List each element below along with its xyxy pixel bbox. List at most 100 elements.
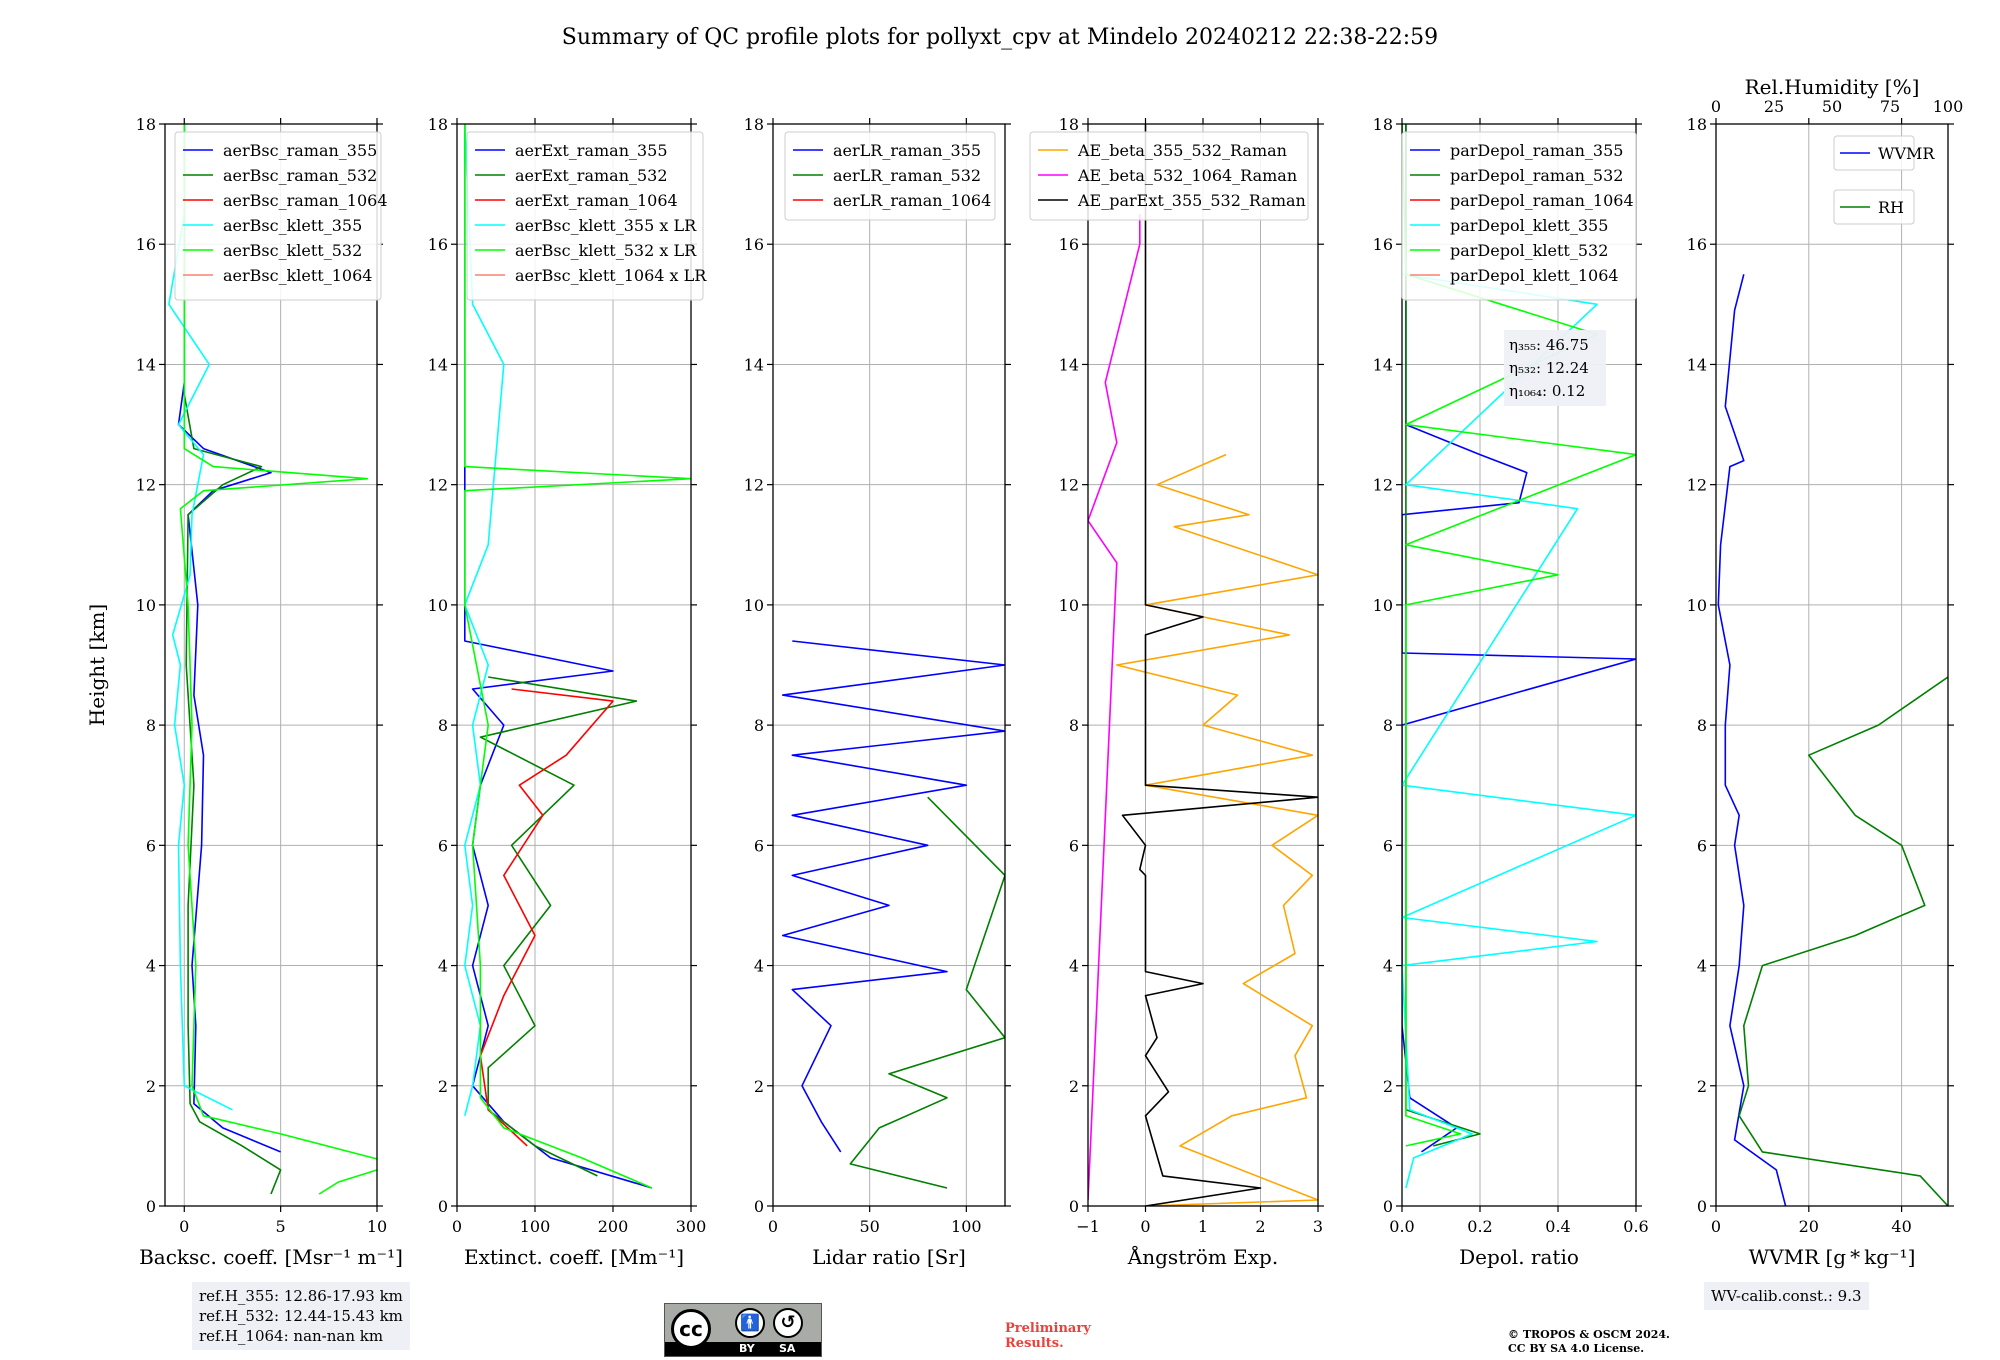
legend-label-aerBsc_raman_532: aerBsc_raman_532 xyxy=(223,166,377,185)
legend: aerExt_raman_355 aerExt_raman_532 aerExt_r… xyxy=(466,131,707,301)
y-tick-label: 16 xyxy=(744,235,764,254)
y-tick-label: 16 xyxy=(1687,235,1707,254)
panel-depol: 0 2 4 6 8 10 12 14 16 18 0.0 0.2 0.4 0.6 Depol. ratio p… xyxy=(1373,115,1649,1269)
x-axis-label: Lidar ratio [Sr] xyxy=(812,1245,966,1269)
preliminary-line-1: Preliminary xyxy=(1005,1321,1091,1336)
y-tick-label: 12 xyxy=(428,476,448,495)
legend-label-aerBsc_raman_355: aerBsc_raman_355 xyxy=(223,141,377,160)
legend-frame xyxy=(1833,189,1915,225)
series-line-aerLR_raman_532 xyxy=(849,796,1005,1189)
x-tick-label: 1 xyxy=(1198,1217,1208,1236)
legend-label-parDepol_klett_1064: parDepol_klett_1064 xyxy=(1450,266,1619,285)
x-tick-label: 0 xyxy=(1140,1217,1150,1236)
top-x-axis-label: Rel.Humidity [%] xyxy=(1745,75,1920,99)
series-line-WVMR xyxy=(1717,274,1787,1206)
top-x-tick-label: 100 xyxy=(1933,97,1964,116)
series-line-aerExt_raman_532 xyxy=(479,676,638,1177)
x-tick-label: 50 xyxy=(859,1217,879,1236)
y-tick-label: 16 xyxy=(428,235,448,254)
legend-label-AE_beta_355_532_Raman: AE_beta_355_532_Raman xyxy=(1077,141,1287,160)
y-tick-label: 8 xyxy=(1383,716,1393,735)
legend-label-aerExt_raman_1064: aerExt_raman_1064 xyxy=(515,191,678,210)
legend-frame xyxy=(784,131,996,221)
x-tick-label: 40 xyxy=(1891,1217,1911,1236)
x-tick-label: 100 xyxy=(520,1217,551,1236)
y-tick-label: 2 xyxy=(754,1077,764,1096)
x-tick-label: 200 xyxy=(598,1217,629,1236)
eta-annotation: η₃₅₅: 46.75 xyxy=(1509,336,1589,354)
y-tick-label: 6 xyxy=(754,836,764,855)
y-tick-label: 16 xyxy=(136,235,156,254)
sa-label: SA xyxy=(779,1342,796,1355)
y-tick-label: 10 xyxy=(136,596,156,615)
legend-label-AE_parExt_355_532_Raman: AE_parExt_355_532_Raman xyxy=(1077,191,1306,210)
ref-height-1064: ref.H_1064: nan-nan km xyxy=(199,1327,384,1345)
legend: aerBsc_raman_355 aerBsc_raman_532 aerBsc_r… xyxy=(174,131,388,301)
top-x-tick-label: 0 xyxy=(1711,97,1721,116)
x-tick-label: 3 xyxy=(1313,1217,1323,1236)
y-tick-label: 14 xyxy=(744,355,764,374)
y-tick-label: 14 xyxy=(1059,355,1079,374)
series-group xyxy=(1717,274,1948,1206)
x-axis-label: Extinct. coeff. [Mm⁻¹] xyxy=(464,1245,684,1269)
series-line-aerBsc_klett_532 x LR xyxy=(464,124,691,1189)
y-tick-label: 6 xyxy=(438,836,448,855)
y-tick-label: 12 xyxy=(744,476,764,495)
legend-frame xyxy=(466,131,704,301)
legend-label-aerExt_raman_532: aerExt_raman_532 xyxy=(515,166,668,185)
y-tick-label: 2 xyxy=(1069,1077,1079,1096)
x-tick-label: 2 xyxy=(1255,1217,1265,1236)
cc-badge-bottom-bar xyxy=(665,1342,821,1356)
axes-frame xyxy=(772,123,1006,1207)
x-axis-label: WVMR [g * kg⁻¹] xyxy=(1749,1245,1916,1269)
top-x-tick-label: 25 xyxy=(1764,97,1784,116)
y-tick-label: 8 xyxy=(438,716,448,735)
ref-heights-box: ref.H_355: 12.86-17.93 km ref.H_532: 12.… xyxy=(192,1282,410,1350)
series-line-aerLR_raman_355 xyxy=(781,640,1005,1153)
series-group xyxy=(464,124,691,1189)
legend-label-aerLR_raman_1064: aerLR_raman_1064 xyxy=(833,191,991,210)
y-tick-label: 12 xyxy=(136,476,156,495)
x-axis-label: Ångström Exp. xyxy=(1127,1244,1278,1269)
x-tick-label: 0 xyxy=(179,1217,189,1236)
y-tick-label: 8 xyxy=(754,716,764,735)
x-tick-label: 0 xyxy=(768,1217,778,1236)
x-tick-label: 0.2 xyxy=(1467,1217,1492,1236)
legend-label-RH: RH xyxy=(1878,198,1904,217)
legend: WVMR RH xyxy=(1833,135,1935,225)
series-line-aerBsc_klett_532 xyxy=(179,124,377,1195)
y-tick-label: 12 xyxy=(1687,476,1707,495)
series-line-parDepol_klett_532 xyxy=(1402,124,1636,1147)
legend-label-parDepol_klett_532: parDepol_klett_532 xyxy=(1450,241,1608,260)
y-tick-label: 10 xyxy=(1059,596,1079,615)
series-line-aerBsc_klett_355 xyxy=(168,124,233,1111)
x-tick-label: 5 xyxy=(276,1217,286,1236)
y-tick-label: 4 xyxy=(754,957,764,976)
x-tick-label: 0.4 xyxy=(1545,1217,1570,1236)
legend-frame xyxy=(1833,135,1915,171)
y-tick-label: 10 xyxy=(1687,596,1707,615)
legend-frame xyxy=(174,131,382,301)
series-line-aerBsc_klett_355 x LR xyxy=(464,124,505,1117)
figure-title: Summary of QC profile plots for pollyxt_… xyxy=(562,25,1438,50)
y-tick-label: 12 xyxy=(1059,476,1079,495)
y-tick-label: 2 xyxy=(1383,1077,1393,1096)
y-tick-label: 0 xyxy=(438,1197,448,1216)
x-tick-label: 20 xyxy=(1799,1217,1819,1236)
wv-calib-text: WV-calib.const.: 9.3 xyxy=(1711,1287,1862,1305)
y-tick-label: 18 xyxy=(428,115,448,134)
sa-share-icon: ↺ xyxy=(773,1308,803,1338)
cc-logo-icon: cc xyxy=(671,1309,711,1349)
legend-label-aerExt_raman_355: aerExt_raman_355 xyxy=(515,141,668,160)
top-x-tick-label: 75 xyxy=(1880,97,1900,116)
series-group xyxy=(781,640,1005,1189)
y-tick-label: 6 xyxy=(1697,836,1707,855)
series-line-AE_parExt_355_532_Raman xyxy=(1121,124,1318,1206)
copyright-line-2: CC BY SA 4.0 License. xyxy=(1508,1342,1645,1355)
legend-label-aerLR_raman_355: aerLR_raman_355 xyxy=(833,141,981,160)
preliminary-line-2: Results. xyxy=(1005,1336,1064,1351)
x-axis-label: Depol. ratio xyxy=(1459,1245,1579,1269)
legend: parDepol_raman_355 parDepol_raman_532 parD… xyxy=(1401,131,1637,301)
y-tick-label: 18 xyxy=(744,115,764,134)
